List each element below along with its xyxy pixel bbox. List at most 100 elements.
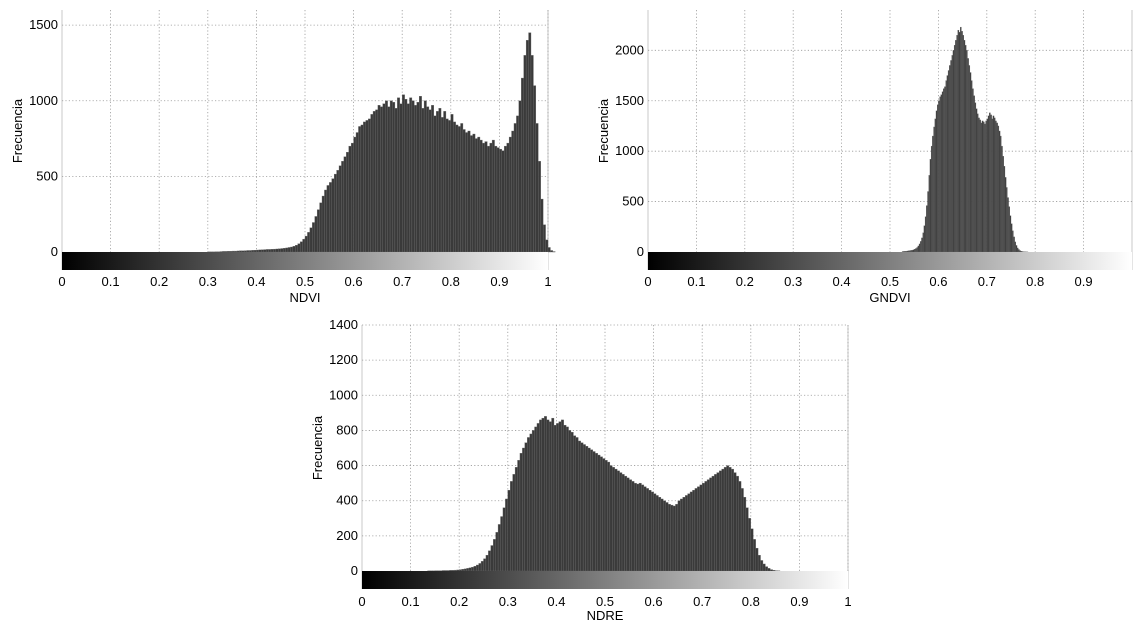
histogram-bar — [932, 135, 934, 253]
histogram-bar — [731, 468, 734, 572]
histogram-bar — [478, 563, 482, 572]
histogram-bar — [1012, 230, 1014, 253]
histogram-bar — [519, 453, 523, 572]
y-tick-label: 400 — [336, 493, 358, 508]
histogram-bar — [979, 119, 981, 253]
histogram-bar — [548, 421, 552, 572]
histogram-bar — [655, 495, 659, 572]
x-axis-title: NDVI — [289, 290, 320, 305]
histogram-bar — [513, 123, 517, 253]
x-tick-label: 0 — [58, 274, 65, 289]
histogram-bar — [355, 132, 359, 253]
histogram-bar — [507, 489, 511, 572]
histogram-bar — [463, 568, 467, 572]
x-tick-label: 0.5 — [596, 594, 614, 609]
histogram-bar — [626, 477, 630, 572]
histogram-bar — [319, 202, 323, 253]
histogram-bar — [943, 88, 945, 253]
histogram-bar — [460, 123, 464, 253]
histogram-bar — [399, 103, 403, 253]
histogram-bar — [568, 430, 572, 572]
histogram-bar — [304, 235, 308, 253]
histogram-bar — [527, 437, 530, 572]
histogram-bar — [365, 120, 369, 253]
histogram-bar — [1021, 251, 1024, 253]
histogram-bar — [222, 251, 225, 253]
histogram-bar — [309, 227, 313, 253]
x-tick-label: 0.3 — [784, 274, 802, 289]
y-tick-label: 0 — [637, 244, 644, 259]
histogram-bar — [368, 118, 371, 253]
histogram-bar — [423, 100, 427, 253]
histogram-bar — [929, 159, 932, 253]
y-tick-label: 200 — [336, 528, 358, 543]
histogram-bar — [358, 126, 362, 253]
histogram-bar — [1016, 247, 1019, 253]
histogram-bar — [982, 121, 985, 253]
histogram-bar — [490, 545, 494, 572]
histogram-bar — [444, 570, 448, 572]
histogram-bar — [514, 467, 518, 572]
histogram-bar — [745, 507, 749, 572]
histogram-bar — [738, 481, 742, 572]
histogram-bar — [721, 468, 725, 572]
histogram-bar — [517, 460, 521, 572]
histogram-bar — [585, 446, 589, 572]
histogram-bar — [969, 72, 972, 253]
histogram-bar — [992, 115, 995, 253]
histogram-bar — [375, 109, 379, 253]
histogram-bar — [485, 555, 489, 572]
histogram-bar — [336, 170, 340, 253]
histogram-bar — [946, 75, 949, 253]
histogram-bar — [767, 568, 771, 572]
histogram-bar — [518, 100, 522, 253]
histogram-bar — [987, 115, 990, 253]
histogram-bar — [733, 472, 737, 572]
histogram-bar — [473, 566, 477, 572]
histogram-bar — [234, 250, 238, 253]
histogram-bar — [488, 550, 491, 572]
x-tick-label: 0.8 — [442, 274, 460, 289]
histogram-bar — [658, 497, 662, 572]
histogram-bar — [285, 247, 289, 253]
x-tick-label: 0.4 — [247, 274, 265, 289]
histogram-bar — [920, 241, 922, 253]
histogram-bar — [714, 474, 717, 572]
histogram-bar — [402, 94, 405, 253]
histogram-bar — [316, 209, 320, 253]
histogram-bar — [616, 470, 620, 572]
histogram-bar — [914, 249, 916, 253]
histogram-bar — [273, 248, 277, 253]
histogram-bar — [246, 250, 250, 253]
y-tick-label: 500 — [622, 194, 644, 209]
histogram-bar — [750, 528, 754, 572]
histogram-bar — [633, 482, 637, 572]
histogram-bar — [471, 566, 474, 572]
histogram-bar — [909, 250, 911, 253]
histogram-bar — [465, 132, 468, 253]
histogram-bar — [646, 488, 649, 572]
x-tick-label: 0.9 — [1075, 274, 1093, 289]
histogram-bar — [219, 251, 223, 253]
histogram-bar — [436, 111, 439, 253]
histogram-bar — [1007, 197, 1009, 253]
y-tick-label: 1500 — [29, 17, 58, 32]
histogram-bar — [1008, 206, 1010, 253]
histogram-bar — [419, 96, 422, 253]
histogram-bar — [466, 568, 470, 572]
histogram-bar — [748, 518, 751, 572]
histogram-bar — [910, 250, 912, 253]
histogram-bar — [542, 224, 546, 253]
x-tick-label: 0.9 — [790, 594, 808, 609]
histogram-bar — [901, 251, 904, 253]
histogram-bar — [1013, 236, 1015, 253]
histogram-bar — [314, 216, 318, 253]
histogram-bar — [278, 248, 281, 253]
histogram-bar — [993, 117, 996, 253]
histogram-bar — [665, 502, 669, 572]
histogram-bar — [960, 26, 962, 253]
histogram-bar — [575, 437, 579, 572]
histogram-bar — [694, 488, 698, 572]
histogram-bar — [360, 124, 364, 253]
histogram-bar — [312, 222, 315, 253]
